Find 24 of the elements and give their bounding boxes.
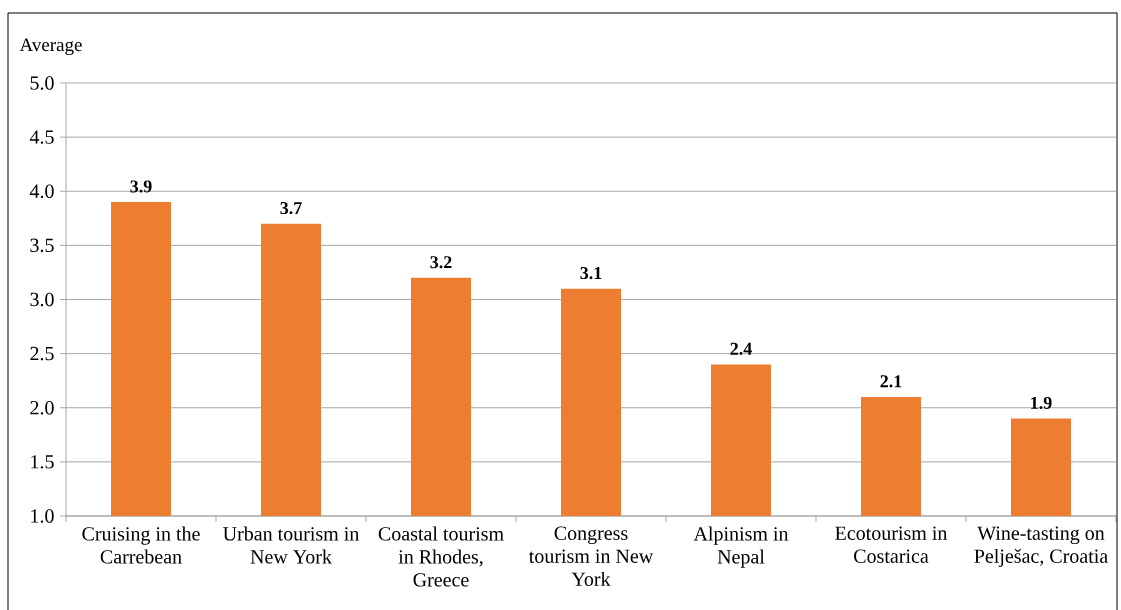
y-tick-label: 4.0	[29, 184, 54, 199]
data-label: 2.1	[880, 375, 902, 388]
y-tick-label: 5.0	[30, 76, 54, 90]
data-label: 3.1	[580, 266, 602, 280]
data-label: 1.9	[1031, 396, 1052, 410]
x-tick-label: Ecotourism in Costarica	[835, 526, 948, 563]
data-label: 3.7	[280, 202, 302, 215]
y-tick-label: 2.0	[30, 400, 54, 415]
data-label: 2.4	[730, 342, 752, 355]
y-tick-label: 3.0	[30, 292, 54, 307]
y-tick-label: 1.0	[31, 509, 54, 523]
x-tick-label: Cruising in the Carrebean	[82, 526, 200, 564]
x-tick-label: Coastal tourism in Rhodes, Greece	[378, 526, 504, 587]
y-tick-label: 1.5	[31, 455, 54, 469]
data-label: 3.9	[130, 180, 152, 193]
y-tick-label: 3.5	[30, 238, 54, 253]
x-tick-label: Wine-tasting on Pelješac, Croatia	[974, 526, 1108, 568]
x-tick-label: Urban tourism in New York	[223, 526, 360, 564]
x-tick-label: Congress tourism in New York	[528, 526, 654, 586]
y-tick-label: 4.5	[29, 130, 54, 144]
y-axis-title: Average	[19, 38, 82, 56]
x-tick-label: Alpinism in Nepal	[693, 526, 789, 568]
data-label: 3.2	[430, 256, 452, 269]
y-tick-label: 2.5	[30, 346, 54, 361]
